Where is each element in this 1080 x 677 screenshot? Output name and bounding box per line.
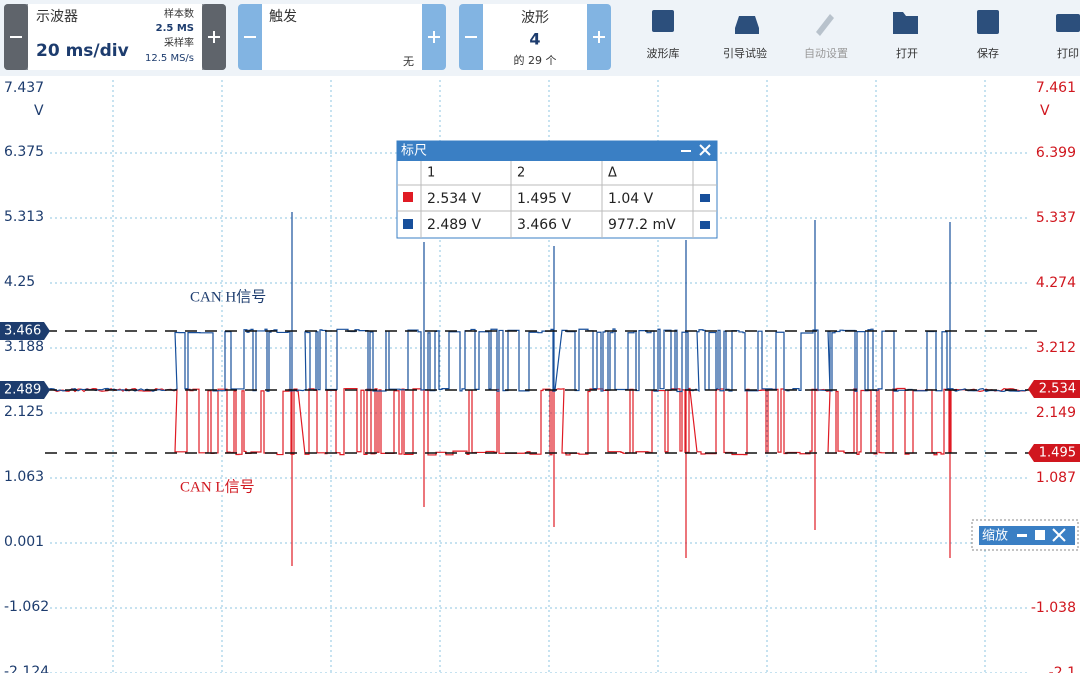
rate-label: 采样率	[164, 36, 194, 49]
zoom-box[interactable]	[971, 519, 1079, 551]
waveform-count: 4	[529, 30, 540, 49]
timebase: 20 ms/div	[36, 41, 129, 61]
can-l-label: CAN L信号	[180, 478, 255, 495]
left-tick-label: 5.313	[4, 209, 44, 225]
left-tick-label: 1.063	[4, 469, 44, 485]
left-unit: V	[34, 103, 44, 119]
tool-icons	[652, 10, 1080, 36]
cursor-cell: 2.489 V	[427, 217, 482, 233]
tool-label: 波形库	[647, 47, 680, 60]
tool-label: 打开	[896, 46, 918, 60]
right-tick-label: 5.337	[1036, 210, 1076, 226]
left-marker-label: 3.466	[4, 324, 41, 339]
cursor-header: 1	[427, 166, 435, 181]
waveform-title: 波形	[521, 10, 549, 26]
can-h-label: CAN H信号	[190, 288, 266, 305]
cursor-cell: 3.466 V	[517, 217, 572, 233]
samples-label: 样本数	[164, 7, 194, 20]
right-tick-label: 3.212	[1036, 340, 1076, 356]
tool-label: 保存	[977, 46, 999, 60]
right-tick-label: 4.274	[1036, 275, 1076, 291]
left-tick-label: 2.125	[4, 404, 44, 420]
right-tick-label: 6.399	[1036, 145, 1076, 161]
right-marker-label: 2.534	[1039, 382, 1076, 397]
left-tick-label: 4.25	[4, 274, 35, 290]
trigger-control[interactable]	[238, 4, 446, 70]
samples: 2.5 MS	[156, 23, 194, 34]
waveform-control[interactable]	[459, 4, 611, 70]
left-marker	[0, 322, 50, 340]
right-marker	[1028, 444, 1080, 462]
cursor-window[interactable]	[396, 140, 718, 239]
cursor-header: Δ	[608, 166, 617, 181]
scope-control[interactable]	[4, 4, 226, 70]
cursor-cell: 1.495 V	[517, 191, 572, 207]
right-marker-label: 1.495	[1039, 446, 1076, 461]
trigger-value: 无	[403, 55, 414, 68]
cursor-header: 2	[517, 166, 525, 181]
right-tick-label: 1.087	[1036, 470, 1076, 486]
zoom-title: 缩放	[982, 528, 1008, 544]
left-tick-label: 0.001	[4, 534, 44, 550]
waveform-of: 的 29 个	[514, 53, 557, 67]
left-marker-label: 2.489	[4, 383, 41, 398]
right-tick-label: -1.038	[1031, 600, 1076, 616]
left-tick-label: -1.062	[4, 599, 49, 615]
scope-title: 示波器	[36, 9, 78, 25]
left-tick-label: 6.375	[4, 144, 44, 160]
trigger-title: 触发	[269, 9, 297, 25]
can-l-wave	[44, 387, 1041, 566]
tool-label: 打印	[1057, 46, 1079, 60]
right-tick-label: 2.149	[1036, 405, 1076, 421]
cursor-title: 标尺	[401, 144, 427, 159]
cursor-cell: 2.534 V	[427, 191, 482, 207]
left-tick-label: 7.437	[4, 80, 44, 96]
tool-label: 引导试验	[723, 46, 767, 60]
cursor-cell: 1.04 V	[608, 191, 654, 207]
right-tick-label: -2.1	[1049, 665, 1076, 673]
left-tick-label: -2.124	[4, 664, 49, 673]
left-tick-label: 3.188	[4, 339, 44, 355]
left-marker	[0, 381, 50, 399]
cursor-cell: 977.2 mV	[608, 217, 676, 233]
right-tick-label: 7.461	[1036, 80, 1076, 96]
right-marker	[1028, 380, 1080, 398]
rate: 12.5 MS/s	[145, 53, 194, 64]
right-unit: V	[1040, 103, 1050, 119]
tool-label: 自动设置	[804, 47, 848, 60]
